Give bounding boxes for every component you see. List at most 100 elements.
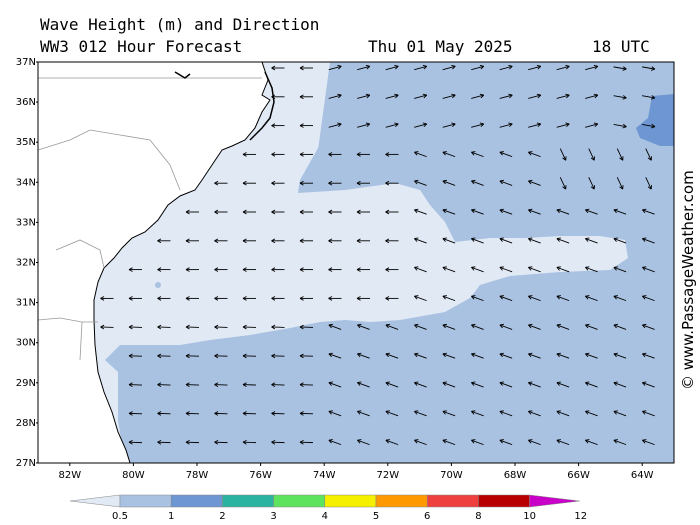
- wave-arrow: [299, 353, 314, 359]
- wave-arrow: [357, 439, 370, 446]
- wave-arrow: [414, 179, 427, 186]
- wave-arrow: [471, 179, 484, 186]
- wave-arrow: [471, 208, 484, 215]
- wave-arrow: [556, 93, 570, 99]
- wave-arrow: [585, 93, 599, 99]
- colorbar-label: 10: [523, 511, 536, 522]
- wave-arrow: [242, 324, 257, 330]
- wave-arrow: [328, 352, 342, 359]
- shoal-marker: [155, 282, 161, 288]
- wave-arrow: [128, 411, 143, 416]
- wave-arrow: [128, 324, 143, 330]
- wave-arrow: [299, 238, 313, 244]
- wave-arrow: [385, 352, 399, 359]
- wave-arrow: [242, 238, 256, 244]
- wave-arrow: [385, 296, 399, 301]
- wave-arrow: [328, 323, 342, 330]
- lat-label: 28N: [16, 418, 36, 429]
- wave-arrow: [471, 352, 484, 359]
- wave-arrow: [471, 237, 484, 244]
- wave-arrow: [556, 266, 570, 273]
- wave-arrow: [271, 209, 285, 215]
- wave-arrow: [385, 439, 399, 446]
- colorbar-label: 5: [373, 511, 379, 522]
- wave-arrow: [471, 410, 484, 417]
- wave-arrow: [585, 237, 598, 244]
- wave-arrow: [613, 208, 627, 215]
- wave-arrow: [100, 324, 114, 330]
- wave-arrow: [185, 267, 199, 272]
- wave-arrow: [442, 208, 456, 215]
- wave-arrow: [499, 93, 513, 99]
- lat-label: 30N: [16, 338, 36, 349]
- wave-arrow: [242, 353, 257, 359]
- wave-arrow: [214, 238, 228, 244]
- wave-arrow: [242, 180, 256, 186]
- colorbar-label: 0.5: [112, 511, 128, 522]
- wave-arrow: [499, 295, 513, 302]
- wave-arrow: [185, 382, 200, 387]
- wave-arrow: [328, 439, 342, 446]
- lon-label: 76W: [249, 470, 272, 481]
- colorbar-swatch: [478, 494, 530, 508]
- wave-arrow: [242, 382, 257, 387]
- wave-arrow: [645, 148, 652, 161]
- wave-arrow: [299, 267, 313, 272]
- wave-arrow: [585, 410, 598, 417]
- wave-arrow: [414, 93, 428, 99]
- wave-arrow: [528, 179, 541, 186]
- colorbar-swatch: [324, 494, 377, 508]
- colorbar-label: 6: [424, 511, 430, 522]
- wave-arrow: [642, 295, 655, 302]
- wave-arrow: [642, 95, 656, 100]
- wave-arrow: [642, 123, 656, 129]
- wave-arrow: [185, 238, 199, 244]
- lon-label: 64W: [631, 470, 654, 481]
- wave-arrow: [528, 93, 542, 99]
- lat-label: 31N: [16, 298, 36, 309]
- wave-arrow: [328, 267, 342, 272]
- wave-arrow: [471, 439, 484, 446]
- wave-arrow: [128, 382, 143, 387]
- wave-arrow: [385, 180, 399, 186]
- wave-arrow: [185, 324, 200, 330]
- wave-arrow: [299, 324, 314, 330]
- wave-arrow: [499, 410, 513, 417]
- wave-arrow: [356, 180, 370, 186]
- wave-arrow: [613, 266, 627, 273]
- wave-arrow: [299, 439, 314, 445]
- wave-arrow: [528, 122, 542, 128]
- wave-arrow: [157, 439, 171, 445]
- wave-arrow: [585, 122, 599, 128]
- wave-arrow: [385, 64, 399, 71]
- state-borders: [38, 77, 262, 361]
- wave-arrow: [499, 179, 513, 186]
- wave-arrow: [556, 352, 570, 359]
- wave-arrow: [100, 296, 114, 301]
- wave-arrow: [242, 152, 256, 157]
- lon-label: 68W: [504, 470, 527, 481]
- colorbar-high-arrow: [529, 494, 580, 508]
- wave-arrow: [414, 208, 427, 215]
- wave-arrow: [642, 439, 655, 446]
- colorbar-label: 8: [475, 511, 481, 522]
- wave-arrow: [299, 152, 313, 157]
- wave-arrow: [242, 296, 256, 301]
- wave-arrow: [613, 237, 627, 244]
- wave-arrow: [157, 238, 171, 244]
- wave-arrow: [271, 267, 285, 272]
- wave-arrow: [356, 209, 370, 215]
- wave-arrow: [271, 411, 285, 416]
- wave-arrow: [471, 323, 484, 330]
- wave-arrow: [328, 238, 342, 244]
- wave-arrow: [414, 266, 427, 273]
- lon-label: 78W: [186, 470, 209, 481]
- wave-arrow: [613, 95, 627, 100]
- wave-arrow: [588, 148, 595, 161]
- wave-arrow: [471, 93, 485, 99]
- wave-arrow: [442, 179, 456, 186]
- wave-arrow: [414, 295, 427, 302]
- wave-field-1m-inner: [318, 62, 440, 150]
- wave-arrow: [299, 209, 313, 215]
